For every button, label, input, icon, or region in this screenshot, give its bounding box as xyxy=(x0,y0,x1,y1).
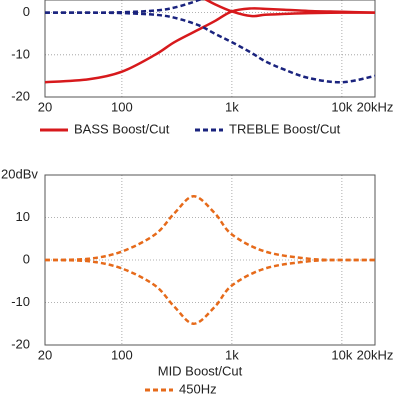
x-tick-label: 20 xyxy=(38,347,52,362)
x-tick-label: 20kHz xyxy=(357,347,394,362)
y-tick-label: -20 xyxy=(11,336,30,351)
curve xyxy=(45,11,375,84)
y-tick-label: 20dBv xyxy=(1,166,38,181)
y-tick-label: 0 xyxy=(23,251,30,266)
legend-label: BASS Boost/Cut xyxy=(74,121,170,136)
x-tick-label: 10k xyxy=(331,347,352,362)
x-tick-label: 10k xyxy=(331,99,352,114)
x-tick-label: 100 xyxy=(111,99,133,114)
curve xyxy=(45,194,375,262)
y-tick-label: 0 xyxy=(23,4,30,19)
curves xyxy=(45,194,375,326)
x-tick-label: 20kHz xyxy=(357,99,394,114)
x-tick-label: 20 xyxy=(38,99,52,114)
y-tick-label: -20 xyxy=(11,88,30,103)
curve xyxy=(45,7,375,84)
curves xyxy=(45,0,375,84)
plot-frame xyxy=(44,0,376,98)
legend-label: 450Hz xyxy=(179,381,217,396)
x-tick-label: 1k xyxy=(225,99,239,114)
y-tick-label: -10 xyxy=(11,46,30,61)
y-tick-label: -10 xyxy=(11,294,30,309)
x-tick-label: 100 xyxy=(111,347,133,362)
y-tick-label: 10 xyxy=(16,209,30,224)
chart-title: MID Boost/Cut xyxy=(158,363,243,378)
curve xyxy=(45,258,375,326)
x-tick-label: 1k xyxy=(225,347,239,362)
curve xyxy=(204,0,375,18)
legend-label: TREBLE Boost/Cut xyxy=(229,121,341,136)
